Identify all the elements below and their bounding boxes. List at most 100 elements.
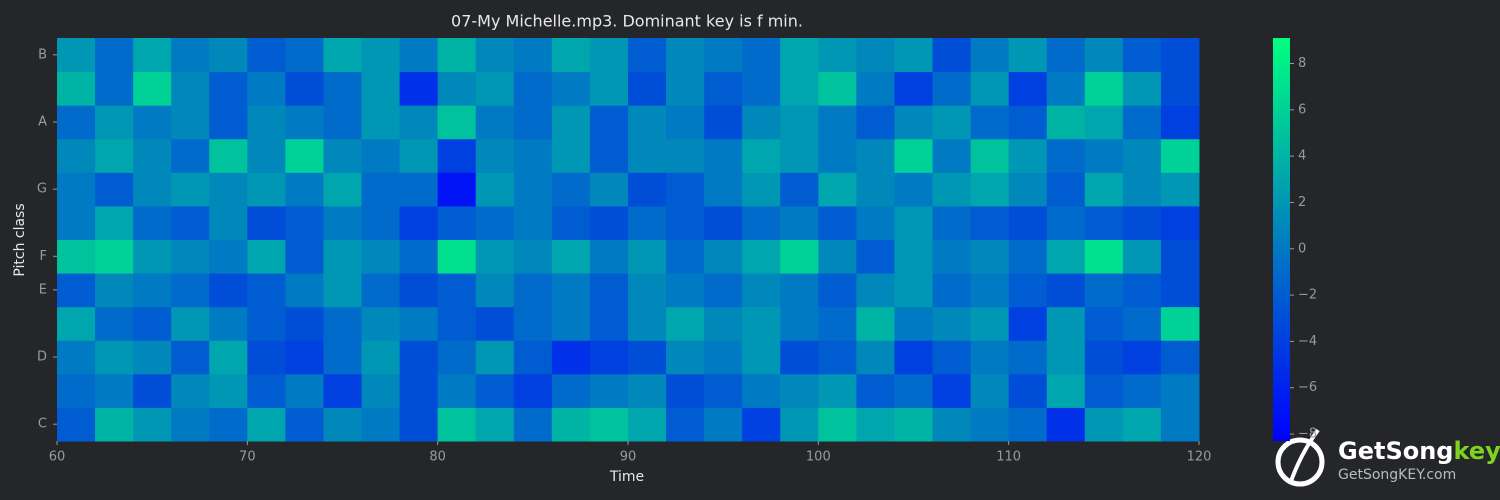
heatmap-cell: [513, 38, 553, 73]
heatmap-cell: [57, 138, 96, 173]
heatmap-cell: [1008, 38, 1048, 73]
heatmap-cell: [589, 273, 629, 308]
heatmap-cell: [894, 172, 934, 207]
heatmap-cell: [780, 71, 819, 106]
heatmap-cell: [399, 407, 439, 442]
heatmap-cell: [171, 71, 210, 106]
heatmap-cell: [1084, 340, 1124, 375]
heatmap-cell: [742, 373, 781, 408]
heatmap-cell: [57, 105, 96, 140]
heatmap-cell: [742, 340, 781, 375]
heatmap-cell: [361, 105, 401, 140]
heatmap-cell: [133, 407, 172, 442]
heatmap-cell: [171, 340, 210, 375]
heatmap-cell: [742, 172, 781, 207]
heatmap-cell: [856, 373, 895, 408]
x-tick-label: 70: [239, 450, 256, 465]
heatmap-cell: [57, 373, 96, 408]
heatmap-cell: [856, 306, 895, 341]
heatmap-cell: [475, 273, 515, 308]
heatmap-cell: [704, 407, 743, 442]
heatmap-cell: [780, 172, 819, 207]
heatmap-cell: [704, 273, 743, 308]
heatmap-cell: [95, 407, 134, 442]
heatmap-cell: [932, 273, 972, 308]
heatmap-cell: [1122, 38, 1162, 73]
heatmap-cell: [742, 205, 781, 240]
heatmap-cell: [704, 71, 743, 106]
heatmap-cell: [475, 105, 515, 140]
heatmap-cell: [1122, 340, 1162, 375]
heatmap-cell: [1084, 172, 1124, 207]
heatmap-cell: [551, 205, 591, 240]
heatmap-cell: [628, 71, 667, 106]
heatmap-cell: [323, 407, 363, 442]
heatmap-cell: [133, 205, 172, 240]
heatmap-cell: [666, 71, 705, 106]
heatmap-cell: [1084, 239, 1124, 274]
heatmap-cell: [475, 172, 515, 207]
heatmap-cell: [437, 138, 477, 173]
heatmap-cell: [1008, 373, 1048, 408]
heatmap-cell: [628, 407, 667, 442]
heatmap-cell: [399, 71, 439, 106]
heatmap-cell: [856, 172, 895, 207]
heatmap-cell: [1008, 306, 1048, 341]
heatmap-cell: [209, 373, 248, 408]
heatmap-cell: [133, 38, 172, 73]
heatmap-cell: [742, 407, 781, 442]
heatmap-cell: [970, 306, 1010, 341]
logo: GetSongkey GetSongKEY.com: [1275, 428, 1500, 487]
heatmap-cell: [133, 273, 172, 308]
heatmap-cell: [1046, 306, 1086, 341]
y-tick-label: B: [38, 47, 47, 62]
heatmap-cell: [970, 71, 1010, 106]
colorbar-tick-label: −2: [1298, 288, 1317, 303]
heatmap-cell: [818, 172, 857, 207]
heatmap-cell: [323, 373, 363, 408]
heatmap-cell: [133, 373, 172, 408]
heatmap-cell: [1122, 138, 1162, 173]
heatmap-cell: [361, 306, 401, 341]
heatmap-cell: [1008, 105, 1048, 140]
heatmap-cell: [628, 38, 667, 73]
heatmap-cell: [399, 105, 439, 140]
heatmap-cell: [1084, 205, 1124, 240]
heatmap-cell: [970, 38, 1010, 73]
heatmap-cell: [437, 172, 477, 207]
heatmap-cell: [589, 105, 629, 140]
heatmap-cell: [133, 138, 172, 173]
colorbar: [1273, 38, 1290, 441]
heatmap-cell: [970, 407, 1010, 442]
heatmap-cell: [1084, 407, 1124, 442]
heatmap-cell: [361, 172, 401, 207]
heatmap-cell: [95, 138, 134, 173]
heatmap-cell: [171, 38, 210, 73]
heatmap-cell: [437, 38, 477, 73]
heatmap-cell: [247, 38, 286, 73]
heatmap-cell: [856, 205, 895, 240]
heatmap-cell: [666, 172, 705, 207]
heatmap-cell: [589, 306, 629, 341]
heatmap-cell: [209, 105, 248, 140]
heatmap-cell: [399, 38, 439, 73]
heatmap-cell: [361, 340, 401, 375]
colorbar-tick-label: 8: [1298, 56, 1306, 71]
chart-title: 07-My Michelle.mp3. Dominant key is f mi…: [451, 12, 803, 31]
heatmap-cell: [437, 407, 477, 442]
heatmap-cell: [1160, 205, 1200, 240]
heatmap-cell: [399, 239, 439, 274]
logo-icon: [1288, 428, 1320, 485]
heatmap-cell: [247, 373, 286, 408]
heatmap-cell: [970, 205, 1010, 240]
heatmap-cell: [1160, 172, 1200, 207]
heatmap-cell: [932, 306, 972, 341]
heatmap-cell: [1008, 172, 1048, 207]
heatmap-cell: [437, 306, 477, 341]
heatmap-cell: [323, 340, 363, 375]
heatmap-cell: [628, 273, 667, 308]
heatmap-cell: [628, 306, 667, 341]
heatmap-cell: [589, 407, 629, 442]
heatmap-cells: [57, 38, 1200, 442]
